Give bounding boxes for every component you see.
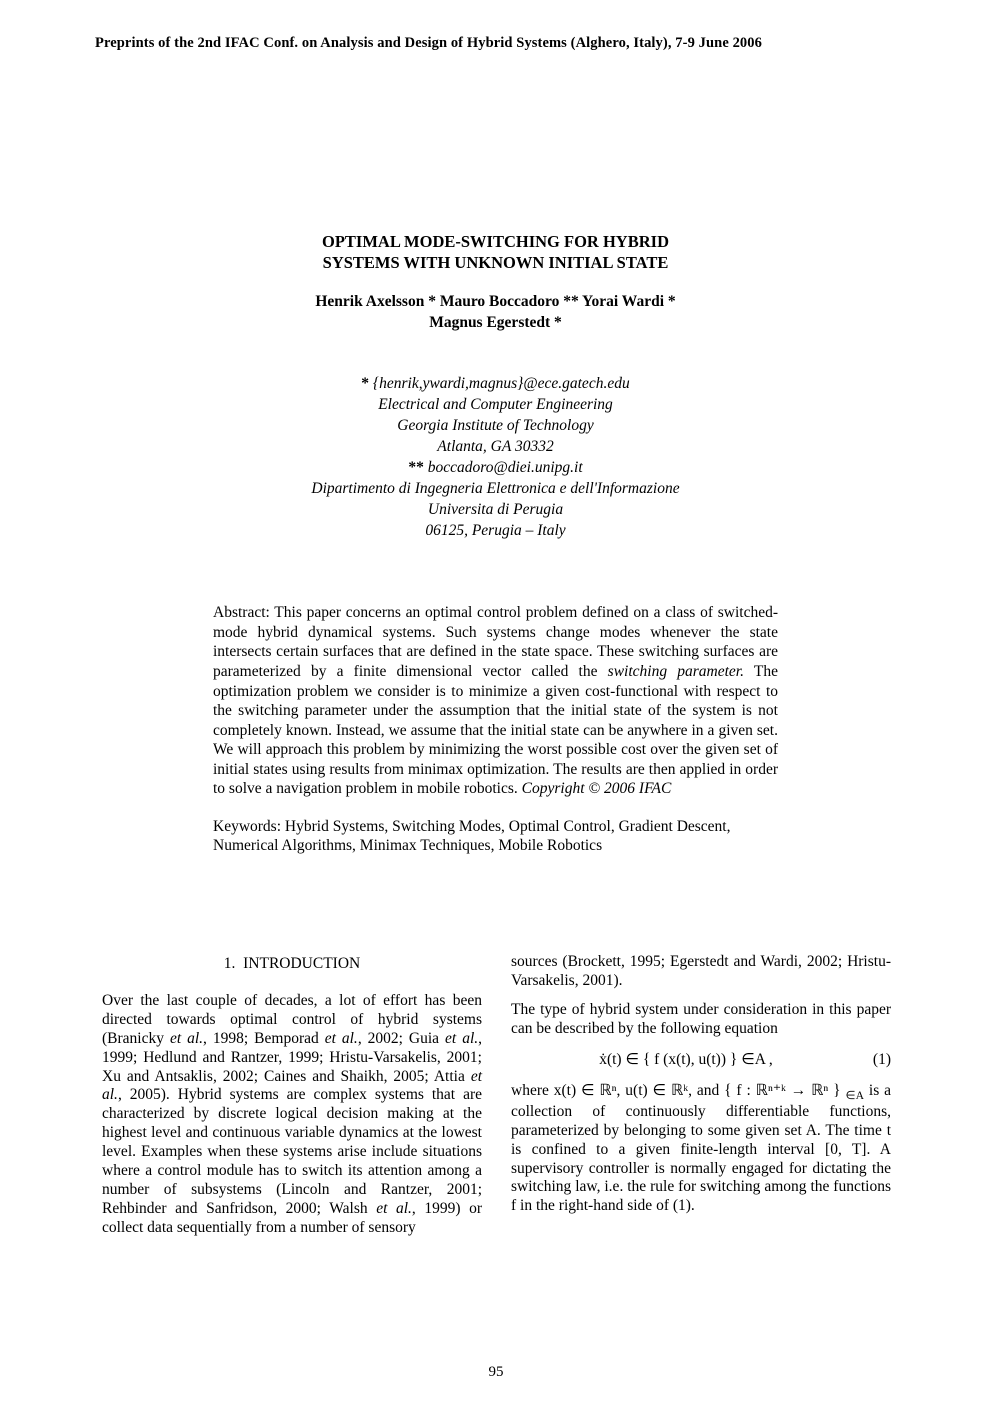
author-block: Henrik Axelsson * Mauro Boccadoro ** Yor… bbox=[213, 292, 778, 334]
lp1-b: et al. bbox=[170, 1030, 203, 1047]
rp3-c: is a collection of continuously differen… bbox=[511, 1082, 891, 1215]
keywords-label: Keywords: bbox=[213, 818, 281, 835]
section-1-number: 1. bbox=[224, 955, 236, 972]
affil-marker-1: * bbox=[361, 375, 369, 392]
affil-addr-1: Atlanta, GA 30332 bbox=[437, 438, 553, 455]
abstract-label: Abstract: bbox=[213, 604, 270, 621]
lp1-i: , 2005). Hybrid systems are complex syst… bbox=[102, 1086, 482, 1216]
paper-title: OPTIMAL MODE-SWITCHING FOR HYBRID SYSTEM… bbox=[213, 231, 778, 273]
running-header: Preprints of the 2nd IFAC Conf. on Analy… bbox=[95, 35, 762, 52]
affil-emails-2: boccadoro@diei.unipg.it bbox=[428, 459, 583, 476]
authors-line-1: Henrik Axelsson * Mauro Boccadoro ** Yor… bbox=[315, 293, 675, 310]
page-number: 95 bbox=[0, 1364, 992, 1381]
affil-emails-1: {henrik,ywardi,magnus}@ece.gatech.edu bbox=[373, 375, 630, 392]
equation-1: ẋ(t) ∈ { f (x(t), u(t)) } ∈A , (1) bbox=[511, 1051, 891, 1070]
lp1-e: , 2002; Guia bbox=[358, 1030, 445, 1047]
abstract-text-2: The optimization problem we consider is … bbox=[213, 663, 778, 797]
abstract: Abstract: This paper concerns an optimal… bbox=[213, 603, 778, 798]
left-column: 1. INTRODUCTION Over the last couple of … bbox=[102, 953, 482, 1238]
equation-1-body: ẋ(t) ∈ { f (x(t), u(t)) } ∈A , bbox=[511, 1051, 861, 1070]
right-para-3: where x(t) ∈ ℝⁿ, u(t) ∈ ℝᵏ, and { f : ℝⁿ… bbox=[511, 1082, 891, 1217]
body-columns: 1. INTRODUCTION Over the last couple of … bbox=[102, 953, 891, 1238]
affil-dept-1: Electrical and Computer Engineering bbox=[378, 396, 613, 413]
abstract-copyright: Copyright © 2006 IFAC bbox=[522, 780, 672, 797]
affil-addr-2: 06125, Perugia – Italy bbox=[425, 522, 565, 539]
lp1-c: , 1998; Bemporad bbox=[203, 1030, 325, 1047]
section-1-heading: 1. INTRODUCTION bbox=[102, 955, 482, 974]
affil-dept-2: Dipartimento di Ingegneria Elettronica e… bbox=[311, 480, 679, 497]
rp3-b: ∈A bbox=[846, 1089, 865, 1102]
right-para-1: sources (Brockett, 1995; Egerstedt and W… bbox=[511, 953, 891, 991]
keywords: Keywords: Hybrid Systems, Switching Mode… bbox=[213, 817, 778, 856]
keywords-text: Hybrid Systems, Switching Modes, Optimal… bbox=[213, 818, 731, 855]
title-line-1: OPTIMAL MODE-SWITCHING FOR HYBRID bbox=[322, 232, 669, 251]
right-para-2: The type of hybrid system under consider… bbox=[511, 1001, 891, 1039]
affil-inst-2: Universita di Perugia bbox=[428, 501, 563, 518]
affiliations: * {henrik,ywardi,magnus}@ece.gatech.edu … bbox=[213, 374, 778, 541]
lp1-d: et al. bbox=[325, 1030, 358, 1047]
title-line-2: SYSTEMS WITH UNKNOWN INITIAL STATE bbox=[323, 253, 669, 272]
lp1-f: et al. bbox=[445, 1030, 478, 1047]
section-1-title: INTRODUCTION bbox=[243, 955, 360, 972]
equation-1-number: (1) bbox=[861, 1051, 891, 1070]
rp3-a: where x(t) ∈ ℝⁿ, u(t) ∈ ℝᵏ, and { f : ℝⁿ… bbox=[511, 1082, 846, 1099]
front-matter: OPTIMAL MODE-SWITCHING FOR HYBRID SYSTEM… bbox=[213, 231, 778, 916]
abstract-em: switching parameter. bbox=[608, 663, 744, 680]
right-column: sources (Brockett, 1995; Egerstedt and W… bbox=[511, 953, 891, 1238]
lp1-j: et al. bbox=[376, 1200, 412, 1217]
authors-line-2: Magnus Egerstedt * bbox=[429, 314, 562, 331]
affil-inst-1: Georgia Institute of Technology bbox=[397, 417, 593, 434]
left-para-1: Over the last couple of decades, a lot o… bbox=[102, 992, 482, 1238]
affil-marker-2: ** bbox=[408, 459, 424, 476]
